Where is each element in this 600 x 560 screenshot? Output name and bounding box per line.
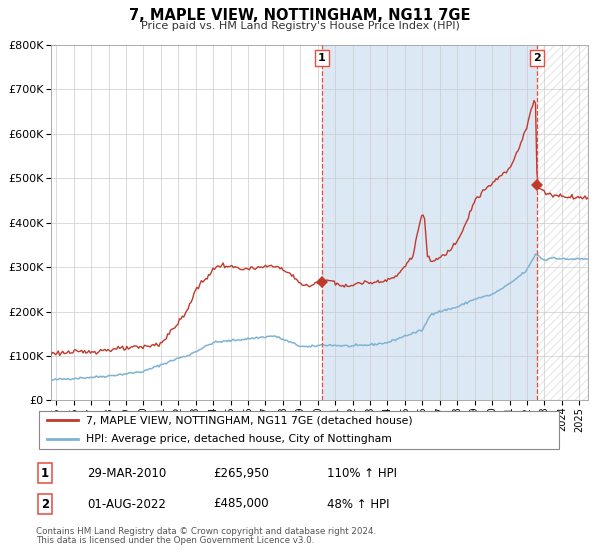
- FancyBboxPatch shape: [38, 411, 559, 449]
- Text: This data is licensed under the Open Government Licence v3.0.: This data is licensed under the Open Gov…: [36, 536, 314, 545]
- Text: Price paid vs. HM Land Registry's House Price Index (HPI): Price paid vs. HM Land Registry's House …: [140, 21, 460, 31]
- Text: £265,950: £265,950: [213, 466, 269, 480]
- Text: 2: 2: [533, 53, 541, 63]
- Text: 48% ↑ HPI: 48% ↑ HPI: [327, 497, 389, 511]
- Text: 01-AUG-2022: 01-AUG-2022: [87, 497, 166, 511]
- Text: HPI: Average price, detached house, City of Nottingham: HPI: Average price, detached house, City…: [86, 435, 392, 445]
- Text: Contains HM Land Registry data © Crown copyright and database right 2024.: Contains HM Land Registry data © Crown c…: [36, 528, 376, 536]
- Bar: [537, 45, 588, 400]
- Text: 2: 2: [41, 497, 49, 511]
- Text: 7, MAPLE VIEW, NOTTINGHAM, NG11 7GE: 7, MAPLE VIEW, NOTTINGHAM, NG11 7GE: [129, 8, 471, 24]
- Bar: [322, 45, 537, 400]
- Text: £485,000: £485,000: [213, 497, 269, 511]
- Text: 110% ↑ HPI: 110% ↑ HPI: [327, 466, 397, 480]
- Text: 1: 1: [318, 53, 326, 63]
- Text: 29-MAR-2010: 29-MAR-2010: [87, 466, 166, 480]
- Bar: [537, 45, 588, 400]
- Text: 1: 1: [41, 466, 49, 480]
- Text: 7, MAPLE VIEW, NOTTINGHAM, NG11 7GE (detached house): 7, MAPLE VIEW, NOTTINGHAM, NG11 7GE (det…: [86, 415, 413, 425]
